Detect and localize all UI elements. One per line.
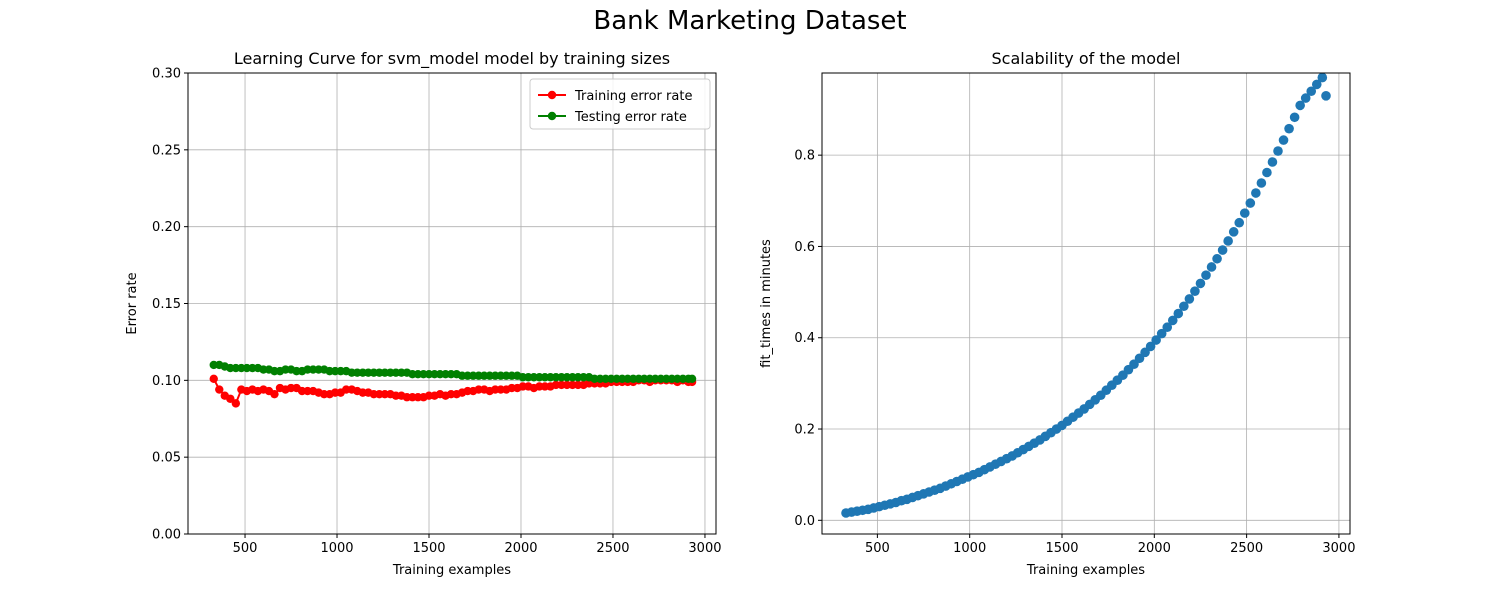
data-point	[1256, 178, 1267, 188]
axes-frame	[821, 72, 1351, 535]
plot-area	[209, 360, 697, 408]
data-point	[209, 374, 218, 383]
data-point	[1223, 236, 1233, 246]
data-point	[1179, 301, 1189, 312]
data-point	[1289, 112, 1300, 123]
data-point	[1311, 79, 1322, 90]
data-point	[1145, 341, 1156, 352]
data-point	[1278, 135, 1289, 145]
data-point	[1206, 262, 1217, 272]
chart-title: Learning Curve for svm_model model by tr…	[234, 49, 670, 69]
data-point	[687, 374, 697, 383]
data-point	[1201, 270, 1211, 281]
y-tick-label: 0.10	[152, 374, 181, 389]
data-point	[1300, 93, 1311, 103]
data-point	[1162, 322, 1173, 333]
legend-label: Training error rate	[574, 89, 692, 104]
plot-area	[841, 73, 1331, 518]
y-tick-label: 0.8	[794, 149, 815, 164]
y-tick-label: 0.15	[152, 297, 181, 312]
y-tick-label: 0.30	[152, 67, 181, 82]
data-point	[1262, 167, 1272, 178]
data-point	[1217, 245, 1228, 255]
data-point	[1251, 188, 1261, 198]
data-point	[1234, 217, 1245, 228]
y-tick-label: 0.00	[152, 528, 181, 543]
x-tick-label: 1500	[1045, 541, 1078, 556]
data-point	[1321, 91, 1331, 101]
figure-title: Bank Marketing Dataset	[593, 6, 907, 36]
y-tick-label: 0.6	[794, 240, 815, 255]
y-tick-label: 0.4	[794, 331, 815, 346]
data-point	[1295, 100, 1305, 111]
legend-box	[529, 78, 711, 130]
data-point	[1306, 86, 1317, 97]
y-tick-label: 0.20	[152, 220, 181, 235]
x-tick-label: 500	[233, 541, 258, 556]
y-tick-label: 0.25	[152, 143, 181, 158]
data-point	[1156, 328, 1167, 339]
data-point	[231, 399, 241, 408]
data-point	[1273, 146, 1283, 156]
x-tick-label: 2000	[504, 541, 537, 556]
data-point	[1184, 294, 1195, 304]
data-point	[1245, 198, 1256, 208]
data-point	[1239, 208, 1250, 218]
x-tick-label: 1500	[412, 541, 445, 556]
data-point	[1228, 227, 1239, 237]
x-tick-label: 3000	[688, 541, 721, 556]
x-tick-label: 1000	[953, 541, 986, 556]
x-tick-label: 3000	[1322, 541, 1355, 556]
data-point	[1173, 308, 1184, 319]
x-axis-label: Training examples	[1026, 563, 1145, 578]
chart-title: Scalability of the model	[992, 49, 1181, 68]
legend-marker	[547, 111, 557, 121]
data-point	[1267, 157, 1278, 167]
data-point	[215, 385, 224, 394]
legend-marker	[547, 90, 557, 100]
data-point	[1317, 73, 1328, 83]
data-point	[1167, 315, 1178, 326]
data-point	[1195, 278, 1206, 289]
legend-label: Testing error rate	[574, 110, 687, 125]
x-axis-label: Training examples	[392, 563, 511, 578]
y-axis-label: Error rate	[125, 272, 140, 334]
data-point	[1190, 286, 1200, 296]
data-point	[1284, 123, 1294, 134]
learning-curve-chart: 500 1000 1500 2000 2500 3000 0.00 0.05 0.10 0.15 0…	[125, 49, 722, 578]
x-tick-label: 500	[865, 541, 890, 556]
y-tick-label: 0.2	[794, 423, 815, 438]
x-tick-label: 2500	[596, 541, 629, 556]
x-tick-label: 2000	[1138, 541, 1171, 556]
y-tick-label: 0.05	[152, 451, 181, 466]
y-axis-label: fit_times in minutes	[759, 239, 774, 368]
data-point	[270, 389, 279, 399]
data-point	[226, 394, 235, 403]
data-point	[1212, 253, 1222, 264]
x-tick-label: 2500	[1230, 541, 1263, 556]
x-tick-label: 1000	[320, 541, 353, 556]
data-point	[1151, 335, 1161, 345]
scalability-chart: 500 1000 1500 2000 2500 3000 0.0 0.2 0.4 0.6 0.8 Sc…	[759, 49, 1355, 578]
y-tick-label: 0.0	[794, 514, 815, 529]
